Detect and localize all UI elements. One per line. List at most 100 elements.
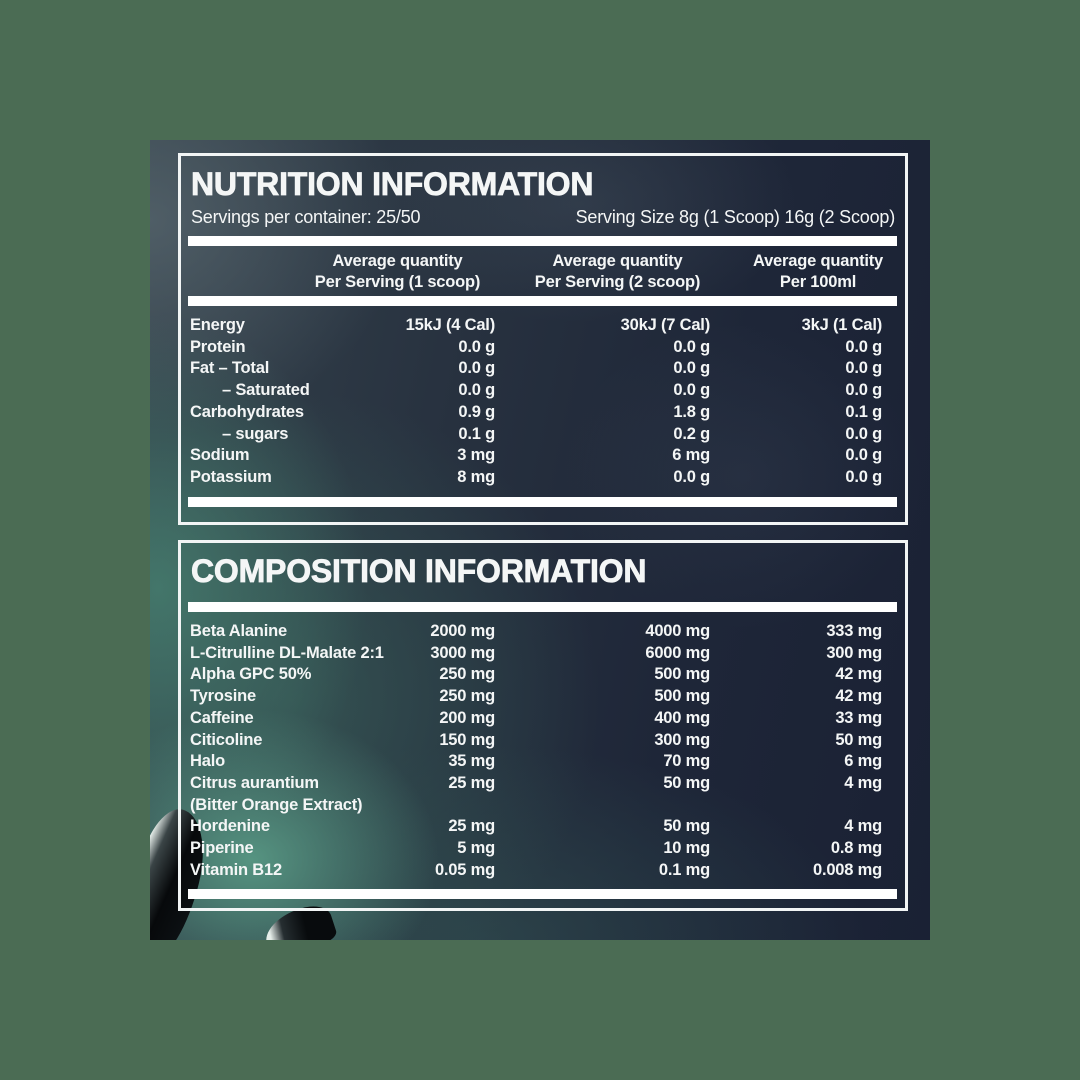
value-per-100ml: 33 mg (835, 708, 882, 727)
value-per-serving-1-scoop: 250 mg (439, 687, 495, 706)
value-per-serving-2-scoop: 50 mg (663, 773, 710, 792)
value-per-serving-1-scoop: 200 mg (439, 708, 495, 727)
nutrition-column-headers: Average quantity Per Serving (1 scoop) A… (188, 251, 897, 292)
ingredient-label: L-Citrulline DL-Malate 2:1 (190, 643, 384, 662)
value-per-100ml: 0.008 mg (812, 860, 882, 879)
ingredient-label: Caffeine (190, 708, 254, 727)
value-per-serving-2-scoop: 0.0 g (673, 359, 710, 378)
value-per-100ml: 42 mg (835, 687, 882, 706)
composition-panel: COMPOSITION INFORMATION Beta Alanine 200… (178, 540, 908, 911)
value-per-serving-2-scoop: 30kJ (7 Cal) (620, 316, 711, 334)
composition-title: COMPOSITION INFORMATION (191, 553, 647, 590)
serving-info-row: Servings per container: 25/50 Serving Si… (191, 206, 895, 228)
nutrition-title: NUTRITION INFORMATION (191, 166, 594, 203)
value-per-serving-2-scoop: 0.0 g (673, 337, 710, 356)
value-per-100ml: 50 mg (835, 730, 882, 749)
nutrient-label: Carbohydrates (190, 402, 304, 421)
value-per-100ml: 0.0 g (845, 446, 882, 465)
value-per-100ml: 4 mg (844, 817, 882, 836)
value-per-serving-2-scoop: 500 mg (654, 665, 710, 684)
composition-row: Tyrosine 250 mg 500 mg 42 mg (188, 686, 897, 708)
nutrient-label: Energy (190, 316, 245, 334)
value-per-serving-1-scoop: 15kJ (4 Cal) (405, 316, 496, 334)
value-per-100ml: 3kJ (1 Cal) (801, 316, 883, 334)
value-per-serving-1-scoop: 250 mg (439, 665, 495, 684)
composition-row: Citicoline 150 mg 300 mg 50 mg (188, 730, 897, 752)
nutrition-row: Carbohydrates 0.9 g 1.8 g 0.1 g (188, 402, 897, 424)
composition-row: Alpha GPC 50% 250 mg 500 mg 42 mg (188, 664, 897, 686)
value-per-serving-2-scoop: 500 mg (654, 687, 710, 706)
divider-bar (188, 889, 897, 900)
value-per-serving-1-scoop: 0.9 g (458, 402, 495, 421)
divider-bar (188, 496, 897, 507)
value-per-serving-2-scoop: 0.1 mg (658, 860, 710, 879)
product-label-photo: NUTRITION INFORMATION Servings per conta… (150, 140, 930, 940)
nutrition-row: – Saturated 0.0 g 0.0 g 0.0 g (188, 380, 897, 402)
nutrition-row: Fat – Total 0.0 g 0.0 g 0.0 g (188, 358, 897, 380)
value-per-serving-1-scoop: 0.1 g (458, 424, 495, 443)
value-per-serving-1-scoop: 0.0 g (458, 337, 495, 356)
composition-row: Halo 35 mg 70 mg 6 mg (188, 751, 897, 773)
value-per-serving-2-scoop: 70 mg (663, 752, 710, 771)
composition-row: Citrus aurantium (Bitter Orange Extract)… (188, 773, 897, 816)
composition-row: Caffeine 200 mg 400 mg 33 mg (188, 708, 897, 730)
value-per-serving-1-scoop: 0.0 g (458, 359, 495, 378)
servings-per-container: Servings per container: 25/50 (191, 207, 421, 227)
nutrition-row: Potassium 8 mg 0.0 g 0.0 g (188, 467, 897, 489)
value-per-100ml: 300 mg (826, 643, 882, 662)
column-header-per-serving-2-scoop: Average quantity Per Serving (2 scoop) (534, 252, 701, 291)
nutrition-row: Protein 0.0 g 0.0 g 0.0 g (188, 337, 897, 359)
ingredient-label: Tyrosine (190, 687, 256, 706)
value-per-serving-2-scoop: 400 mg (654, 708, 710, 727)
column-header-per-serving-1-scoop: Average quantity Per Serving (1 scoop) (314, 252, 481, 291)
value-per-serving-1-scoop: 8 mg (457, 467, 495, 486)
ingredient-label: Citrus aurantium (Bitter Orange Extract) (190, 773, 363, 814)
value-per-100ml: 0.0 g (845, 467, 882, 486)
value-per-serving-1-scoop: 150 mg (439, 730, 495, 749)
column-header-per-100ml: Average quantity Per 100ml (752, 252, 884, 291)
composition-table: Beta Alanine 2000 mg 4000 mg 333 mg L-Ci… (188, 621, 897, 881)
value-per-serving-2-scoop: 6000 mg (645, 643, 710, 662)
value-per-serving-1-scoop: 5 mg (457, 839, 495, 858)
value-per-serving-1-scoop: 3 mg (457, 446, 495, 465)
ingredient-label: Citicoline (190, 730, 263, 749)
value-per-serving-1-scoop: 35 mg (448, 752, 495, 771)
nutrient-label: Sodium (190, 446, 250, 465)
value-per-100ml: 0.0 g (845, 424, 882, 443)
nutrition-row: Sodium 3 mg 6 mg 0.0 g (188, 445, 897, 467)
composition-row: Piperine 5 mg 10 mg 0.8 mg (188, 838, 897, 860)
value-per-serving-2-scoop: 0.0 g (673, 467, 710, 486)
value-per-serving-2-scoop: 6 mg (672, 446, 710, 465)
value-per-100ml: 0.0 g (845, 381, 882, 400)
value-per-serving-2-scoop: 10 mg (663, 839, 710, 858)
value-per-100ml: 4 mg (844, 773, 882, 792)
nutrient-label: Fat – Total (190, 359, 270, 378)
composition-row: L-Citrulline DL-Malate 2:1 3000 mg 6000 … (188, 643, 897, 665)
value-per-100ml: 6 mg (844, 752, 882, 771)
ingredient-label: Alpha GPC 50% (190, 665, 312, 684)
nutrition-row: Energy 15kJ (4 Cal) 30kJ (7 Cal) 3kJ (1 … (188, 315, 897, 337)
value-per-serving-2-scoop: 0.0 g (673, 381, 710, 400)
nutrient-label: Protein (190, 337, 246, 356)
divider-bar (188, 236, 897, 246)
value-per-100ml: 42 mg (835, 665, 882, 684)
ingredient-label: Piperine (190, 839, 254, 858)
composition-row: Hordenine 25 mg 50 mg 4 mg (188, 816, 897, 838)
value-per-serving-1-scoop: 2000 mg (430, 622, 495, 640)
ingredient-label: Hordenine (190, 817, 270, 836)
value-per-serving-1-scoop: 0.05 mg (434, 860, 495, 879)
ingredient-label: Beta Alanine (190, 622, 287, 640)
value-per-serving-2-scoop: 0.2 g (673, 424, 710, 443)
value-per-100ml: 0.1 g (845, 402, 882, 421)
value-per-100ml: 0.8 mg (830, 839, 882, 858)
nutrient-label: – sugars (222, 424, 289, 443)
divider-bar (188, 296, 897, 306)
nutrition-panel: NUTRITION INFORMATION Servings per conta… (178, 153, 908, 525)
composition-row: Vitamin B12 0.05 mg 0.1 mg 0.008 mg (188, 860, 897, 882)
ingredient-label: Halo (190, 752, 225, 771)
value-per-serving-2-scoop: 50 mg (663, 817, 710, 836)
composition-row: Beta Alanine 2000 mg 4000 mg 333 mg (188, 621, 897, 643)
value-per-serving-1-scoop: 25 mg (448, 773, 495, 792)
nutrition-table: Energy 15kJ (4 Cal) 30kJ (7 Cal) 3kJ (1 … (188, 315, 897, 489)
serving-size: Serving Size 8g (1 Scoop) 16g (2 Scoop) (575, 207, 896, 227)
